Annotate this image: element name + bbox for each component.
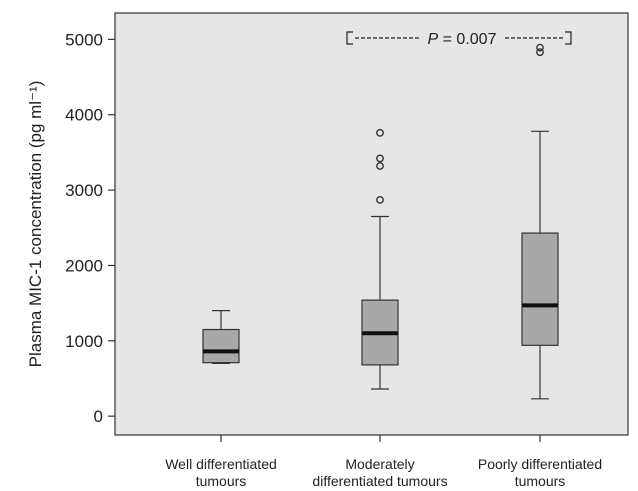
- box-series: [202, 43, 559, 400]
- y-tick-label: 3000: [65, 181, 103, 200]
- x-category-label-line: differentiated tumours: [312, 473, 447, 489]
- y-tick-label: 0: [94, 407, 103, 426]
- box-group: [202, 310, 240, 365]
- x-category-label-line: Poorly differentiated: [478, 456, 602, 472]
- outlier-point: [376, 195, 384, 204]
- y-axis: 0 1000 2000 3000 4000 5000: [65, 30, 115, 426]
- annotation-value: = 0.007: [438, 31, 496, 48]
- outlier-point: [376, 128, 384, 137]
- annotation-p: P: [428, 31, 439, 48]
- annotation-label: P = 0.007: [428, 31, 497, 48]
- y-tick-label: 5000: [65, 30, 103, 49]
- x-category-label-line: tumours: [196, 473, 247, 489]
- outlier-point: [536, 48, 544, 57]
- x-category-label: Well differentiated tumours: [165, 456, 277, 489]
- x-category-label-line: Well differentiated: [165, 456, 277, 472]
- y-axis-title: Plasma MIC-1 concentration (pg ml⁻¹): [26, 81, 45, 368]
- p-value-annotation: P = 0.007: [346, 31, 572, 48]
- iqr-box: [202, 328, 240, 364]
- outlier-point: [376, 162, 384, 170]
- outlier-point: [376, 154, 384, 163]
- annotation-bracket-right: [565, 31, 572, 45]
- x-category-label-line: tumours: [515, 473, 566, 489]
- y-tick-label: 4000: [65, 106, 103, 125]
- outlier-point: [536, 43, 544, 52]
- x-category-label: Moderately differentiated tumours: [312, 456, 447, 489]
- plot-area: [114, 12, 629, 436]
- y-tick-label: 2000: [65, 256, 103, 275]
- x-category-label-line: Moderately: [345, 456, 414, 472]
- y-tick-label: 1000: [65, 332, 103, 351]
- box-group: [521, 43, 559, 400]
- x-category-label: Poorly differentiated tumours: [478, 456, 602, 489]
- box-group: [361, 128, 399, 390]
- annotation-bracket-left: [346, 31, 353, 45]
- iqr-box: [521, 232, 559, 346]
